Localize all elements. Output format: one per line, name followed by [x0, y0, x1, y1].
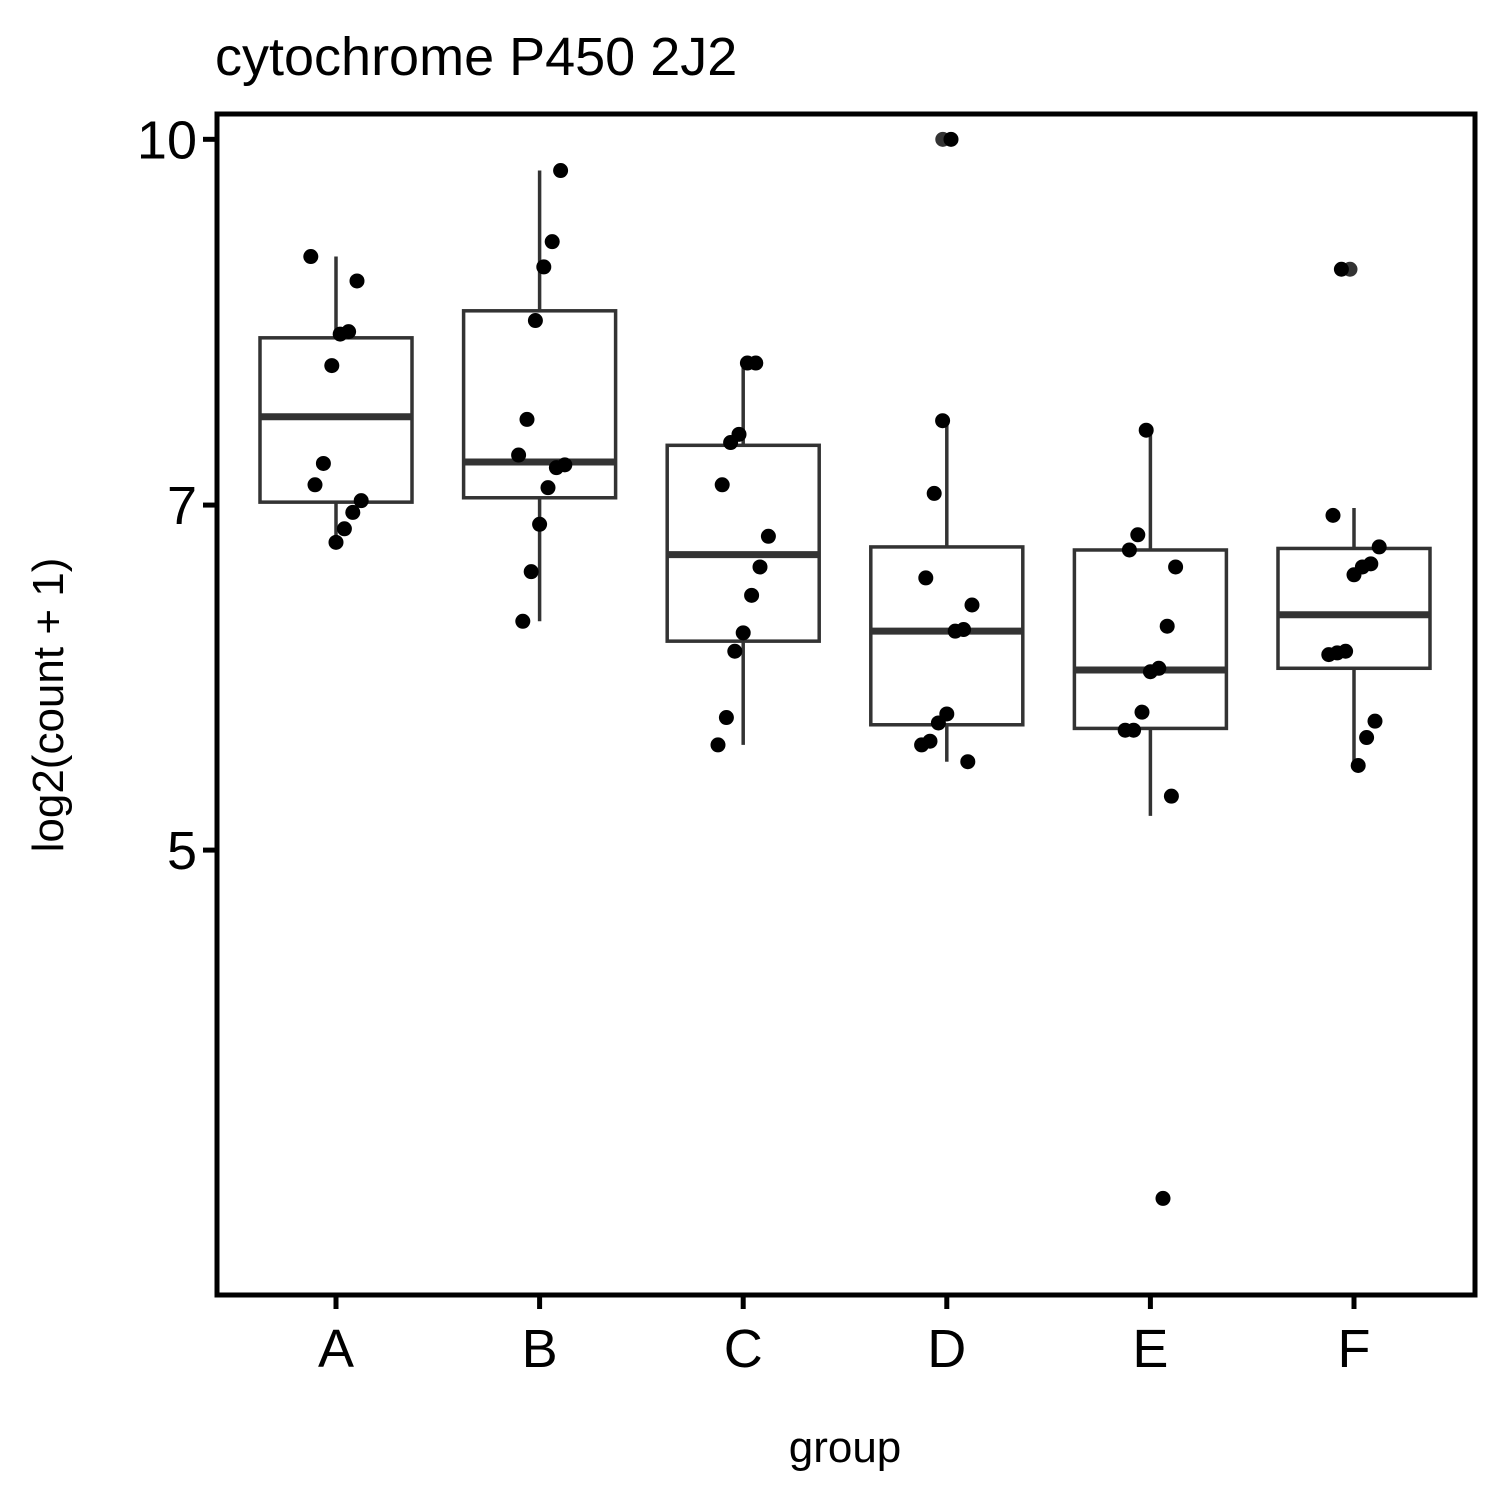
box-e	[1072, 430, 1229, 816]
x-tick-label: C	[724, 1319, 763, 1379]
data-point-f	[1350, 757, 1366, 773]
data-point-b	[532, 516, 548, 532]
data-point-b	[523, 564, 539, 580]
data-point-d	[947, 623, 963, 639]
data-point-f	[1359, 730, 1375, 746]
data-point-e	[1155, 1190, 1171, 1206]
data-point-c	[735, 625, 751, 641]
data-point-d	[935, 413, 951, 429]
data-point-a	[307, 477, 323, 493]
data-point-c	[744, 587, 760, 603]
data-point-c	[710, 737, 726, 753]
data-point-c	[739, 355, 755, 371]
data-point-b	[540, 480, 556, 496]
data-point-d	[960, 754, 976, 770]
data-point-d	[914, 737, 930, 753]
box-body-b	[461, 309, 618, 500]
data-point-b	[553, 163, 569, 179]
box-body-f	[1276, 546, 1432, 671]
data-point-b	[519, 411, 535, 427]
x-tick-label: E	[1132, 1319, 1168, 1379]
data-point-f	[1371, 539, 1387, 555]
data-point-e	[1163, 788, 1179, 804]
plot-marks	[258, 131, 1432, 1206]
data-point-b	[515, 613, 531, 629]
data-point-c	[752, 559, 768, 575]
data-point-d	[918, 570, 934, 586]
x-tick-label: A	[318, 1319, 354, 1379]
data-point-b	[544, 234, 560, 250]
data-point-e	[1117, 722, 1133, 738]
data-point-b	[527, 313, 543, 329]
data-point-e	[1121, 542, 1137, 558]
data-point-f	[1325, 507, 1341, 523]
box-a	[258, 256, 414, 538]
data-point-a	[336, 521, 352, 537]
x-tick-label: F	[1338, 1319, 1371, 1379]
box-f	[1276, 508, 1432, 766]
box-body-e	[1072, 548, 1229, 731]
x-tick-label: D	[927, 1319, 966, 1379]
data-point-e	[1159, 618, 1175, 634]
box-b	[461, 170, 618, 622]
data-point-b	[548, 460, 564, 476]
data-point-d	[926, 485, 942, 501]
box-body-c	[665, 443, 821, 643]
data-point-e	[1130, 527, 1146, 543]
y-axis-title: log2(count + 1)	[24, 558, 73, 853]
data-point-a	[324, 358, 340, 374]
y-tick-label: 10	[137, 110, 197, 170]
data-point-e	[1142, 664, 1158, 680]
data-point-a	[303, 249, 319, 265]
y-tick-label: 5	[167, 821, 197, 881]
y-tick-label: 7	[167, 476, 197, 536]
box-d	[869, 420, 1025, 762]
data-point-d	[964, 597, 980, 613]
box-body-d	[869, 545, 1025, 727]
plot-frame	[214, 111, 1478, 1298]
data-point-a	[349, 273, 365, 289]
data-point-a	[315, 455, 331, 471]
data-point-f	[1346, 567, 1362, 583]
data-point-b	[511, 447, 527, 463]
data-point-f	[1321, 647, 1337, 663]
data-point-c	[723, 435, 739, 451]
axes: 5 7 10 A B C D E F	[137, 110, 1371, 1379]
data-point-e	[1168, 559, 1184, 575]
data-point-a	[332, 326, 348, 342]
box-c	[665, 363, 821, 745]
data-point-b	[536, 259, 552, 275]
data-point-a	[345, 504, 361, 520]
chart-title: cytochrome P450 2J2	[215, 27, 737, 87]
x-axis-title: group	[789, 1423, 902, 1472]
data-point-c	[760, 528, 776, 544]
data-point-a	[328, 534, 344, 550]
data-point-e	[1134, 704, 1150, 720]
data-point-e	[1138, 422, 1154, 438]
data-point-c	[714, 477, 730, 493]
data-point-d	[930, 715, 946, 731]
data-point-f	[1367, 713, 1383, 729]
x-tick-label: B	[522, 1319, 558, 1379]
data-point-f	[1333, 261, 1349, 277]
data-point-a	[353, 493, 369, 509]
data-point-d	[943, 131, 959, 147]
data-point-c	[718, 710, 734, 726]
data-point-c	[727, 643, 743, 659]
